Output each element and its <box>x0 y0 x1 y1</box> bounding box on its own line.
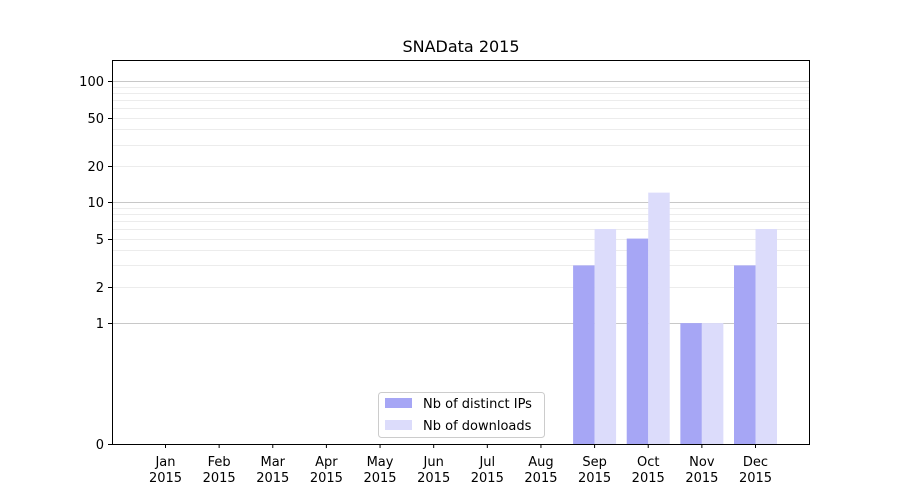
x-tick-label-year: 2015 <box>685 471 718 486</box>
bars <box>573 192 777 444</box>
x-tick-label-month: Dec <box>743 455 768 470</box>
bar-downloads <box>701 323 724 444</box>
legend-box <box>378 392 545 438</box>
y-tick-label: 0 <box>96 438 104 453</box>
y-tick-label: 10 <box>87 196 104 211</box>
bar-distinct-ips <box>573 265 595 444</box>
x-tick-label-month: Feb <box>208 455 231 470</box>
legend-swatch-downloads <box>385 420 412 430</box>
x-tick-label-year: 2015 <box>471 471 504 486</box>
plot-frame <box>112 60 810 445</box>
y-tick-label: 1 <box>96 317 104 332</box>
legend-label-downloads: Nb of downloads <box>423 419 532 434</box>
x-tick-label-year: 2015 <box>203 471 236 486</box>
x-tick-label-month: Oct <box>637 455 659 470</box>
x-tick-label-year: 2015 <box>363 471 396 486</box>
x-tick-label-year: 2015 <box>149 471 182 486</box>
x-tick-label-year: 2015 <box>739 471 772 486</box>
x-tick-label-year: 2015 <box>578 471 611 486</box>
x-tick-label-year: 2015 <box>256 471 289 486</box>
y-tick-label: 50 <box>87 112 104 127</box>
x-tick-label-month: Sep <box>582 455 607 470</box>
y-tick-label: 20 <box>87 160 104 175</box>
x-tick-label-month: May <box>367 455 394 470</box>
bar-downloads <box>594 229 617 444</box>
y-tick-label: 2 <box>96 281 104 296</box>
x-tick-label-month: Nov <box>689 455 715 470</box>
x-tick-label-month: Jun <box>423 455 444 470</box>
x-tick-label-month: Jan <box>154 455 175 470</box>
bar-distinct-ips <box>626 238 649 444</box>
x-tick-label-year: 2015 <box>632 471 665 486</box>
x-tick-label-month: Apr <box>315 455 338 470</box>
chart-title: SNAData 2015 <box>402 37 519 56</box>
y-tick-label: 100 <box>79 75 104 90</box>
legend-swatch-distinct-ips <box>385 398 412 408</box>
x-tick-label-month: Mar <box>261 455 286 470</box>
bar-downloads <box>755 229 777 444</box>
x-tick-label-year: 2015 <box>310 471 343 486</box>
y-axis: 0 1 2 5 10 20 50 100 <box>79 75 112 453</box>
x-axis: Jan2015Feb2015Mar2015Apr2015May2015Jun20… <box>149 444 772 486</box>
x-tick-label-year: 2015 <box>417 471 450 486</box>
x-tick-label-year: 2015 <box>524 471 557 486</box>
bar-distinct-ips <box>680 323 702 444</box>
legend-label-distinct-ips: Nb of distinct IPs <box>423 397 532 412</box>
x-tick-label-month: Jul <box>478 455 495 470</box>
x-tick-label-month: Aug <box>528 455 553 470</box>
bar-downloads <box>648 192 670 444</box>
legend: Nb of distinct IPs Nb of downloads <box>378 392 545 438</box>
bar-distinct-ips <box>734 265 756 444</box>
y-tick-label: 5 <box>96 233 104 248</box>
gridlines <box>112 81 809 324</box>
